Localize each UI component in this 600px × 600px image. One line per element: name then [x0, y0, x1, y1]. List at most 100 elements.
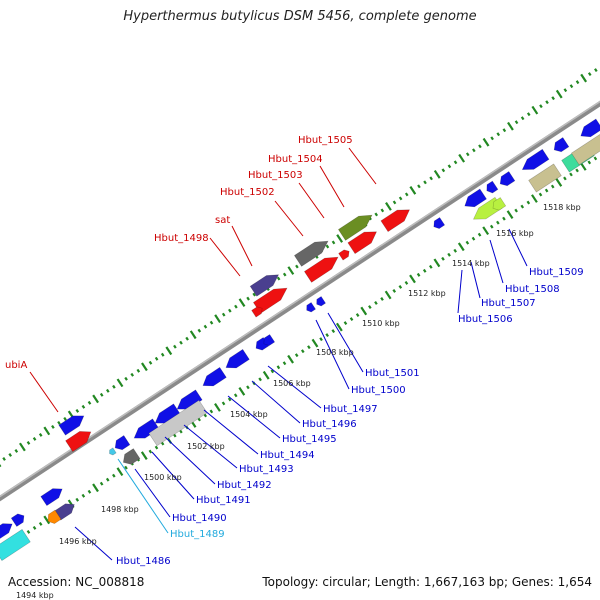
tick-mark: [539, 104, 543, 109]
tick-mark: [506, 210, 514, 219]
tick-mark: [384, 290, 392, 300]
kbp-label: 1498 kbp: [101, 505, 139, 514]
gene-feature: [225, 348, 250, 369]
tick-mark: [471, 236, 476, 241]
tick-mark: [185, 336, 189, 341]
tick-mark: [349, 317, 354, 321]
tick-mark: [502, 128, 507, 133]
tick-mark: [197, 328, 202, 333]
tick-mark: [112, 384, 116, 389]
tick-mark: [392, 288, 397, 293]
tick-mark: [112, 473, 116, 478]
tick-mark: [374, 301, 378, 305]
tick-mark: [433, 169, 441, 179]
gene-label: Hbut_1504: [268, 154, 323, 165]
gene-feature: [0, 528, 31, 562]
tick-mark: [197, 417, 201, 422]
tick-mark: [441, 256, 445, 261]
gene-feature: [499, 171, 516, 187]
tick-mark: [136, 368, 141, 373]
tick-mark: [472, 148, 476, 153]
tick-mark: [447, 164, 452, 169]
gene-feature: [154, 403, 181, 424]
gene-label: Hbut_1501: [365, 368, 420, 379]
label-leader-line: [489, 239, 504, 284]
tick-mark: [105, 477, 110, 482]
tick-mark: [311, 338, 319, 348]
tick-mark: [526, 200, 531, 205]
tick-mark: [270, 369, 275, 374]
gene-label: ubiA: [5, 360, 27, 371]
tick-mark: [43, 515, 51, 525]
gene-label: Hbut_1503: [248, 170, 303, 181]
tick-mark: [154, 356, 159, 361]
tick-mark: [140, 451, 148, 460]
tick-mark: [514, 208, 518, 213]
tick-mark: [575, 80, 580, 85]
tick-mark: [569, 84, 574, 89]
tick-mark: [75, 408, 80, 413]
tick-mark: [594, 68, 598, 73]
tick-mark: [179, 340, 183, 345]
tick-mark: [81, 493, 86, 498]
tick-mark: [276, 276, 281, 281]
kbp-labels: 1494 kbp 1496 kbp 1498 kbp 1500 kbp 1502 kbp…: [16, 203, 581, 600]
gene-label: Hbut_1496: [302, 419, 357, 430]
tick-mark: [32, 437, 37, 441]
tick-mark: [8, 453, 12, 457]
gene-label: Hbut_1507: [481, 298, 536, 309]
tick-mark: [81, 404, 86, 409]
tick-mark: [587, 160, 592, 165]
gene-feature: [114, 435, 131, 451]
kbp-label: 1506 kbp: [273, 379, 311, 388]
tick-mark: [441, 168, 446, 173]
tick-mark: [531, 194, 538, 203]
gene-feature: [338, 249, 350, 261]
tick-mark: [203, 324, 208, 329]
label-leader-line: [164, 436, 216, 485]
gene-feature: [202, 366, 227, 387]
gene-feature: [65, 431, 92, 452]
tick-mark: [496, 132, 501, 137]
tick-mark: [465, 240, 470, 245]
tick-mark: [477, 232, 482, 237]
gene-label: Hbut_1492: [217, 480, 272, 491]
tick-mark: [502, 216, 506, 221]
tick-mark: [545, 100, 549, 105]
map-title: Hyperthermus butylicus DSM 5456, complet…: [123, 9, 477, 24]
gene-feature: [553, 137, 570, 153]
topology-summary: Topology: circular; Length: 1,667,163 bp…: [262, 575, 592, 589]
tick-mark: [433, 258, 441, 268]
tick-mark: [160, 352, 165, 357]
label-leader-line: [457, 269, 463, 314]
gene-label: Hbut_1506: [458, 314, 513, 325]
tick-mark: [392, 200, 397, 205]
gene-label: Hbut_1491: [196, 495, 251, 506]
tick-mark: [520, 116, 525, 121]
tick-mark: [331, 240, 336, 245]
tick-mark: [423, 180, 427, 185]
tick-mark: [355, 313, 360, 317]
tick-mark: [335, 322, 343, 332]
tick-mark: [422, 268, 427, 273]
tick-mark: [282, 361, 287, 366]
tick-mark: [92, 394, 99, 404]
gene-feature: [122, 448, 141, 465]
tick-mark: [325, 333, 329, 338]
tick-mark: [409, 186, 417, 195]
gene-feature: [263, 334, 276, 346]
kbp-label: 1502 kbp: [187, 442, 225, 451]
gene-feature: [486, 180, 499, 194]
tick-mark: [575, 168, 579, 173]
gene-label: Hbut_1493: [239, 464, 294, 475]
tick-mark: [258, 377, 262, 382]
tick-mark: [246, 296, 250, 301]
tick-mark: [555, 89, 563, 99]
label-leader-line: [267, 365, 322, 409]
hbut-1502-gene: [293, 240, 329, 267]
tick-mark: [189, 330, 197, 340]
gene-label: Hbut_1494: [260, 450, 315, 461]
hbut-1498-gene: [249, 274, 280, 297]
tick-mark: [148, 449, 153, 454]
tick-mark: [416, 272, 421, 277]
